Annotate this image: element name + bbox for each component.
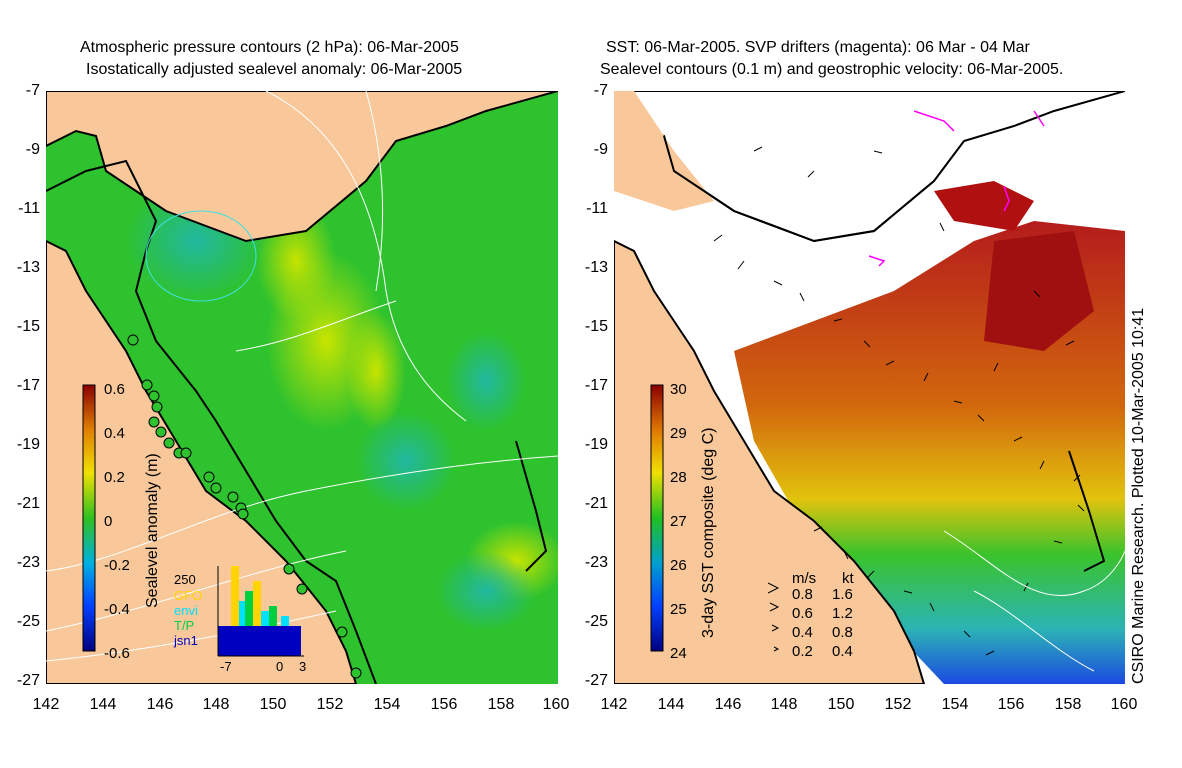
left-x-tick-0: 142 [32, 696, 60, 713]
histogram-max-label: 250 [174, 572, 196, 587]
sst-cb-tick-3: 27 [670, 513, 687, 530]
velocity-key-kt-1: 1.2 [832, 605, 853, 622]
histogram-xlabel-1: 0 [276, 659, 284, 674]
left-x-tick-3: 148 [202, 696, 230, 713]
velocity-key-header-ms: m/s [792, 570, 817, 587]
right-x-tick-7: 156 [997, 696, 1025, 713]
velocity-key-kt-3: 0.4 [832, 643, 853, 660]
left-x-tick-6: 154 [373, 696, 401, 713]
right-x-tick-0: 142 [600, 696, 628, 713]
sealevel-map-graphic [46, 91, 558, 684]
left-y-tick-10: -27 [16, 672, 40, 689]
left-y-tick-6: -19 [16, 436, 40, 453]
histogram-legend-jsn1: jsn1 [174, 633, 198, 648]
left-y-tick-9: -25 [16, 613, 40, 630]
plot-credit: CSIRO Marine Research. Plotted 10-Mar-20… [1130, 307, 1147, 684]
sst-cb-tick-1: 29 [670, 425, 687, 442]
sla-cb-tick-3: 0 [104, 513, 113, 530]
left-y-tick-7: -21 [16, 495, 40, 512]
velocity-key-ms-2: 0.4 [792, 624, 813, 641]
velocity-key-kt-2: 0.8 [832, 624, 853, 641]
histogram-legend-tp: T/P [174, 618, 195, 633]
velocity-key-header-kt: kt [842, 570, 854, 587]
left-y-tick-5: -17 [16, 377, 40, 394]
sst-cb-tick-2: 28 [670, 469, 687, 486]
left-y-tick-2: -11 [18, 200, 40, 217]
histogram-xlabel-2: 3 [299, 659, 307, 674]
right-x-tick-5: 152 [884, 696, 912, 713]
left-x-tick-8: 158 [487, 696, 515, 713]
left-x-tick-5: 152 [316, 696, 344, 713]
right-y-tick-3: -13 [584, 259, 608, 276]
left-x-tick-7: 156 [430, 696, 458, 713]
sst-cb-tick-5: 25 [670, 601, 687, 618]
sst-cb-tick-0: 30 [670, 381, 687, 398]
right-y-tick-0: -7 [593, 82, 608, 99]
right-y-tick-7: -21 [584, 495, 608, 512]
velocity-key-ms-1: 0.6 [792, 605, 813, 622]
right-x-tick-4: 150 [827, 696, 855, 713]
left-y-tick-1: -9 [25, 141, 40, 158]
sst-cb-tick-6: 24 [670, 645, 687, 662]
right-y-tick-5: -17 [584, 377, 608, 394]
sla-cb-tick-0: 0.6 [104, 381, 125, 398]
left-x-tick-2: 146 [146, 696, 174, 713]
sla-cb-tick-4: -0.2 [104, 557, 130, 574]
velocity-key-ms-0: 0.8 [792, 586, 813, 603]
altimeter-histogram [217, 566, 304, 657]
new-guinea-coast [46, 91, 558, 243]
right-title-line2: Sealevel contours (0.1 m) and geostrophi… [600, 61, 1064, 78]
histogram-xlabel-0: -7 [220, 659, 232, 674]
reef-contour [515, 440, 548, 572]
velocity-key-arrows [767, 582, 780, 652]
right-y-tick-6: -19 [584, 436, 608, 453]
right-x-tick-2: 146 [714, 696, 742, 713]
left-title-line1: Atmospheric pressure contours (2 hPa): 0… [80, 39, 459, 56]
sst-cb-tick-4: 26 [670, 557, 687, 574]
right-y-tick-8: -23 [584, 554, 608, 571]
left-x-tick-4: 150 [259, 696, 287, 713]
velocity-key-ms-3: 0.2 [792, 643, 813, 660]
sst-map-graphic [614, 91, 1125, 684]
left-y-tick-4: -15 [16, 318, 40, 335]
sla-cb-tick-6: -0.6 [104, 645, 130, 662]
right-title-line1: SST: 06-Mar-2005. SVP drifters (magenta)… [606, 39, 1030, 56]
velocity-key-kt-0: 1.6 [832, 586, 853, 603]
right-x-tick-6: 154 [941, 696, 969, 713]
left-title-line2: Isostatically adjusted sealevel anomaly:… [86, 61, 463, 78]
sealevel-colorbar [82, 384, 96, 652]
right-y-tick-1: -9 [593, 141, 608, 158]
left-y-tick-0: -7 [25, 82, 40, 99]
sst-colorbar [650, 384, 664, 652]
sst-colorbar-label: 3-day SST composite (deg C) [700, 427, 717, 638]
right-x-tick-8: 158 [1054, 696, 1082, 713]
histogram-legend-gfo: GFO [174, 588, 203, 603]
sealevel-anomaly-map [46, 91, 558, 684]
histogram-legend-envi: envi [174, 603, 198, 618]
right-y-tick-10: -27 [584, 672, 608, 689]
right-y-tick-9: -25 [584, 613, 608, 630]
right-y-tick-2: -11 [586, 200, 608, 217]
geostrophic-velocity-arrows [713, 146, 1085, 656]
left-x-tick-1: 144 [89, 696, 117, 713]
left-y-tick-8: -23 [16, 554, 40, 571]
right-x-tick-9: 160 [1110, 696, 1138, 713]
sla-colorbar-label: Sealevel anomaly (m) [144, 453, 161, 608]
australia-landmass [614, 239, 926, 684]
shelf-contour [46, 159, 377, 684]
altimeter-points [127, 334, 362, 679]
svp-drifter-tracks [868, 110, 1045, 267]
right-x-tick-3: 148 [770, 696, 798, 713]
right-y-tick-4: -15 [584, 318, 608, 335]
sla-cb-tick-5: -0.4 [104, 601, 130, 618]
sla-cb-tick-2: 0.2 [104, 469, 125, 486]
sst-map [614, 91, 1125, 684]
right-x-tick-1: 144 [657, 696, 685, 713]
left-y-tick-3: -13 [16, 259, 40, 276]
left-x-tick-9: 160 [542, 696, 570, 713]
sla-cb-tick-1: 0.4 [104, 425, 125, 442]
